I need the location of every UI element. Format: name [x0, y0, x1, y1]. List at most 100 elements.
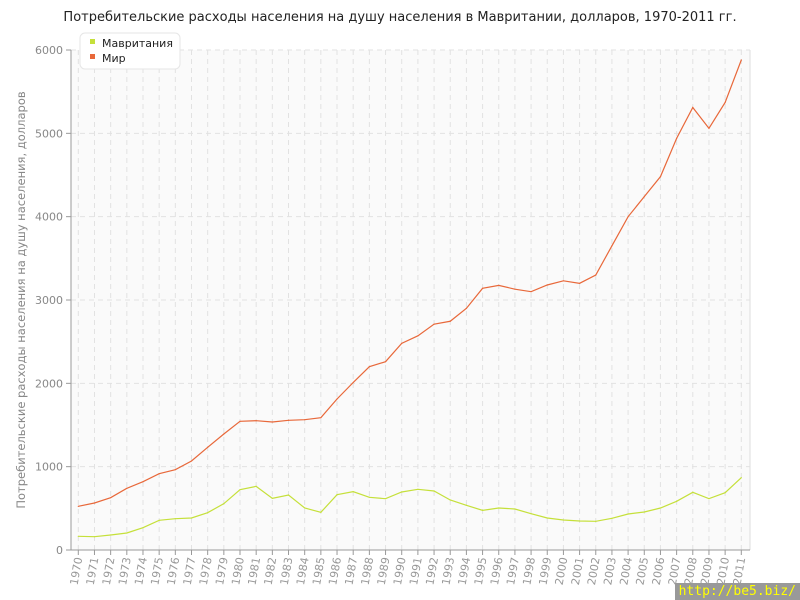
data-point [562, 280, 565, 282]
data-point [320, 511, 322, 513]
data-point [93, 536, 96, 538]
data-point [384, 498, 387, 500]
data-point [627, 216, 629, 218]
data-point [417, 335, 419, 337]
legend-label: Мир [102, 52, 126, 65]
x-tick-label: 1981 [245, 556, 263, 586]
x-tick-label: 1989 [375, 556, 393, 586]
data-point [481, 509, 484, 511]
x-tick-label: 1997 [504, 556, 522, 586]
y-tick-label: 0 [56, 544, 63, 557]
data-point [659, 176, 662, 178]
data-point [595, 274, 597, 276]
watermark[interactable]: http://be5.biz/ [674, 583, 800, 600]
chart-title: Потребительские расходы населения на душ… [63, 10, 737, 25]
x-tick-label: 1971 [84, 556, 102, 586]
data-point [304, 507, 306, 509]
data-point [255, 485, 257, 487]
data-point [514, 288, 516, 290]
data-point [190, 460, 193, 462]
data-point [110, 497, 112, 499]
data-point [336, 494, 338, 496]
data-point [740, 477, 742, 479]
data-point [578, 520, 581, 522]
x-tick-label: 2000 [553, 556, 571, 586]
data-point [110, 534, 112, 536]
data-point [465, 307, 467, 309]
data-point [384, 361, 387, 363]
x-tick-label: 2007 [666, 556, 684, 586]
data-point [433, 323, 435, 325]
x-tick-label: 1987 [342, 556, 360, 586]
data-point [595, 520, 597, 522]
data-point [271, 497, 273, 499]
data-point [352, 491, 354, 493]
data-point [126, 487, 128, 489]
x-tick-label: 2009 [698, 556, 716, 586]
x-tick-label: 1994 [456, 556, 474, 586]
series-line-Мавритания [78, 477, 742, 538]
legend-label: Мавритания [102, 37, 173, 50]
data-point [77, 535, 79, 537]
y-axis-label: Потребительские расходы населения на душ… [14, 91, 28, 508]
data-point [643, 511, 645, 513]
data-point [530, 513, 532, 515]
data-point [352, 381, 354, 384]
x-tick-label: 1995 [472, 556, 490, 586]
x-tick-label: 1998 [520, 556, 538, 586]
series-line-Мир [78, 59, 742, 507]
data-point [724, 101, 726, 104]
y-tick-label: 4000 [35, 211, 63, 224]
data-point [271, 421, 273, 423]
x-tick-label: 2003 [601, 556, 619, 586]
data-point [368, 366, 370, 368]
x-tick-label: 1977 [181, 556, 199, 586]
data-point [449, 320, 451, 322]
legend [79, 32, 181, 70]
data-point [611, 245, 613, 247]
x-tick-label: 1978 [197, 556, 215, 586]
y-tick-label: 2000 [35, 377, 63, 390]
data-point [449, 499, 451, 501]
data-point [740, 59, 742, 61]
data-point [724, 492, 726, 494]
y-tick-label: 6000 [35, 44, 63, 57]
data-point [659, 507, 662, 509]
y-tick-label: 3000 [35, 294, 63, 307]
x-tick-label: 2005 [634, 556, 652, 586]
data-point [142, 527, 144, 529]
data-point [287, 494, 290, 496]
data-point [643, 196, 645, 198]
data-point [207, 512, 209, 514]
data-point [676, 137, 678, 139]
data-point [708, 127, 710, 129]
plot-area [71, 50, 750, 550]
data-point [498, 284, 500, 287]
data-point [433, 490, 435, 492]
data-point [417, 488, 419, 490]
data-point [190, 517, 193, 519]
y-tick-label: 5000 [35, 127, 63, 140]
x-tick-label: 1983 [278, 556, 296, 586]
data-point [158, 519, 160, 521]
data-point [692, 491, 694, 493]
data-point [514, 508, 516, 510]
x-tick-label: 1991 [407, 556, 425, 586]
data-point [481, 287, 484, 289]
data-point [77, 505, 79, 507]
x-tick-label: 1988 [359, 556, 377, 586]
data-point [546, 284, 548, 286]
data-point [174, 518, 176, 520]
x-tick-label: 1974 [132, 556, 150, 586]
x-tick-label: 2001 [569, 556, 587, 586]
x-tick-label: 1993 [440, 556, 458, 586]
data-point [304, 419, 306, 421]
x-tick-label: 1999 [537, 556, 555, 586]
data-point [142, 481, 144, 483]
x-tick-label: 1984 [294, 556, 312, 586]
data-point [93, 502, 96, 504]
x-tick-label: 1973 [116, 556, 134, 586]
data-point [174, 469, 176, 471]
x-tick-label: 2011 [731, 556, 749, 586]
